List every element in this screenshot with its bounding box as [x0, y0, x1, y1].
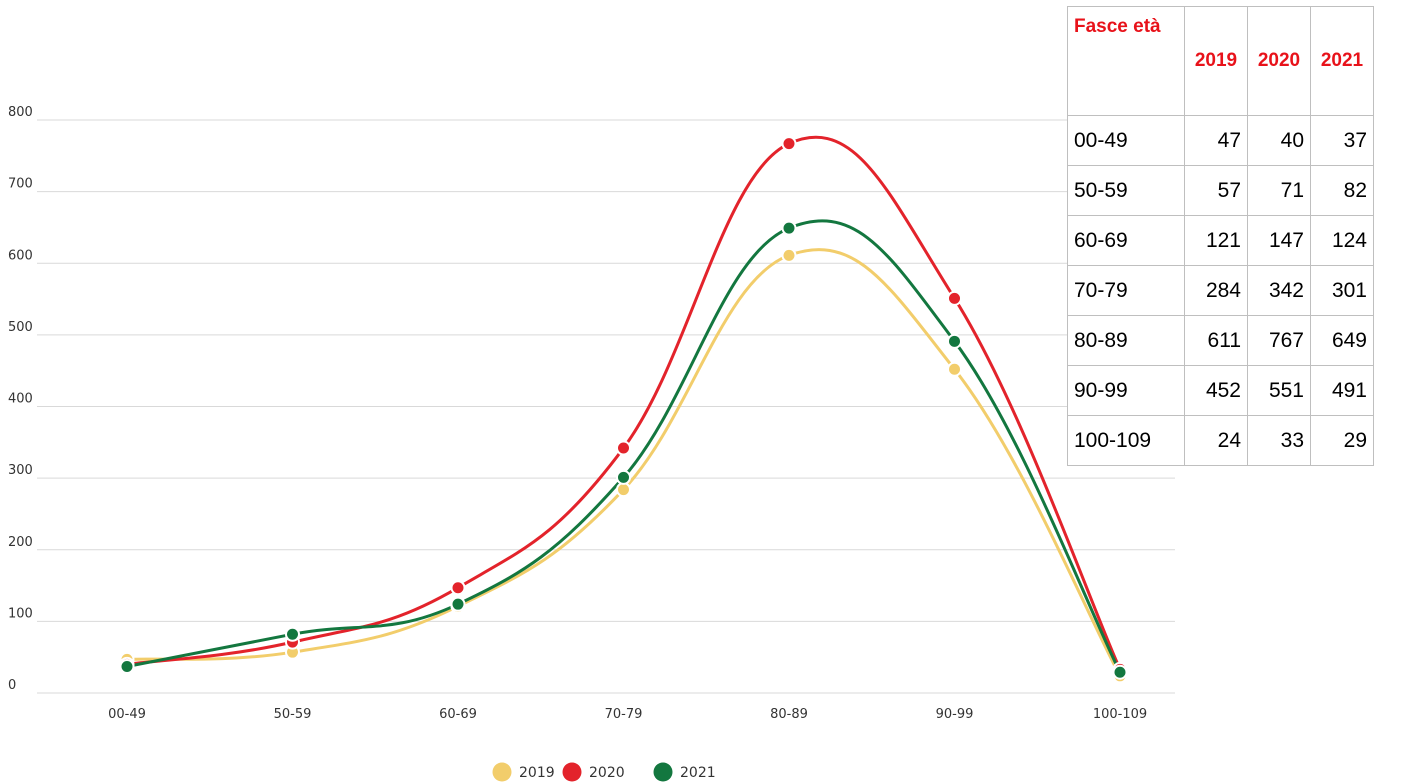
series-line-2019	[125, 248, 1122, 678]
series-line-2021	[125, 219, 1122, 674]
table-row: 60-69 121 147 124	[1067, 215, 1374, 266]
table-cell-value: 33	[1247, 415, 1311, 466]
table-cell-range: 50-59	[1067, 165, 1185, 216]
x-tick-label: 100-109	[1093, 707, 1147, 722]
x-tick-label: 90-99	[936, 707, 974, 722]
table-cell-value: 649	[1310, 315, 1374, 366]
data-point-2021[interactable]	[781, 220, 797, 236]
x-axis: 00-49 50-59 60-69 70-79 80-89 90-99 100-109	[108, 707, 1147, 722]
data-point-2019[interactable]	[947, 361, 962, 377]
y-tick-label: 400	[8, 392, 33, 407]
legend-marker-2020[interactable]	[562, 762, 582, 782]
y-tick-label: 200	[8, 535, 33, 550]
table-row: 80-89 611 767 649	[1067, 315, 1374, 366]
y-tick-label: 500	[8, 320, 33, 335]
table-cell-value: 124	[1310, 215, 1374, 266]
table-cell-value: 121	[1184, 215, 1248, 266]
x-tick-label: 70-79	[605, 707, 643, 722]
legend: 2019 2020 2021	[492, 762, 716, 782]
y-tick-label: 0	[8, 678, 16, 693]
y-tick-label: 100	[8, 606, 33, 621]
table-header-year: 2021	[1310, 6, 1374, 116]
data-point-2021[interactable]	[947, 333, 962, 349]
table-cell-value: 37	[1310, 115, 1374, 166]
table-header-label: Fasce età	[1067, 6, 1185, 116]
table-cell-range: 80-89	[1067, 315, 1185, 366]
legend-marker-2019[interactable]	[492, 762, 512, 782]
data-point-2020[interactable]	[947, 290, 962, 306]
table-cell-value: 71	[1247, 165, 1311, 216]
legend-label[interactable]: 2019	[519, 765, 555, 781]
data-point-2020[interactable]	[616, 440, 631, 456]
y-tick-label: 300	[8, 463, 33, 478]
table-row: 90-99 452 551 491	[1067, 365, 1374, 416]
data-point-2019[interactable]	[781, 247, 797, 263]
series-lines	[125, 135, 1122, 678]
legend-label[interactable]: 2020	[589, 765, 625, 781]
data-point-2021[interactable]	[119, 658, 135, 674]
table-cell-range: 70-79	[1067, 265, 1185, 316]
data-point-2020[interactable]	[781, 136, 797, 152]
table-row: 50-59 57 71 82	[1067, 165, 1374, 216]
table-cell-value: 29	[1310, 415, 1374, 466]
table-cell-value: 47	[1184, 115, 1248, 166]
table-cell-range: 60-69	[1067, 215, 1185, 266]
data-point-2021[interactable]	[616, 469, 631, 485]
series-points	[119, 136, 1128, 684]
table-header-year: 2020	[1247, 6, 1311, 116]
table-cell-value: 301	[1310, 265, 1374, 316]
table-cell-range: 100-109	[1067, 415, 1185, 466]
table-cell-value: 147	[1247, 215, 1311, 266]
y-axis: 0 100 200 300 400 500 600 700 800	[8, 105, 33, 693]
table-cell-value: 551	[1247, 365, 1311, 416]
data-point-2021[interactable]	[450, 596, 466, 612]
table-cell-value: 57	[1184, 165, 1248, 216]
y-tick-label: 600	[8, 248, 33, 263]
table-row: 100-109 24 33 29	[1067, 415, 1374, 466]
table-row: 00-49 47 40 37	[1067, 115, 1374, 166]
x-tick-label: 50-59	[274, 707, 312, 722]
table-cell-value: 611	[1184, 315, 1248, 366]
data-table: Fasce età 2019 2020 2021 00-49 47 40 37 …	[1067, 6, 1374, 466]
table-cell-range: 00-49	[1067, 115, 1185, 166]
table-cell-value: 491	[1310, 365, 1374, 416]
table-header-year: 2019	[1184, 6, 1248, 116]
table-cell-value: 40	[1247, 115, 1311, 166]
data-point-2019[interactable]	[616, 482, 631, 498]
legend-label[interactable]: 2021	[680, 765, 716, 781]
y-tick-label: 800	[8, 105, 33, 120]
y-tick-label: 700	[8, 177, 33, 192]
table-row: 70-79 284 342 301	[1067, 265, 1374, 316]
data-point-2021[interactable]	[285, 626, 300, 642]
table-cell-value: 452	[1184, 365, 1248, 416]
legend-marker-2021[interactable]	[653, 762, 673, 782]
table-cell-value: 284	[1184, 265, 1248, 316]
data-point-2021[interactable]	[1112, 664, 1128, 680]
table-cell-value: 24	[1184, 415, 1248, 466]
table-cell-value: 82	[1310, 165, 1374, 216]
gridlines	[37, 119, 1175, 694]
table-cell-range: 90-99	[1067, 365, 1185, 416]
x-tick-label: 60-69	[439, 707, 477, 722]
x-tick-label: 80-89	[770, 707, 808, 722]
table-cell-value: 767	[1247, 315, 1311, 366]
table-header-row: Fasce età 2019 2020 2021	[1067, 6, 1374, 116]
data-point-2020[interactable]	[450, 580, 466, 596]
x-tick-label: 00-49	[108, 707, 146, 722]
table-cell-value: 342	[1247, 265, 1311, 316]
series-line-2020	[125, 135, 1122, 671]
